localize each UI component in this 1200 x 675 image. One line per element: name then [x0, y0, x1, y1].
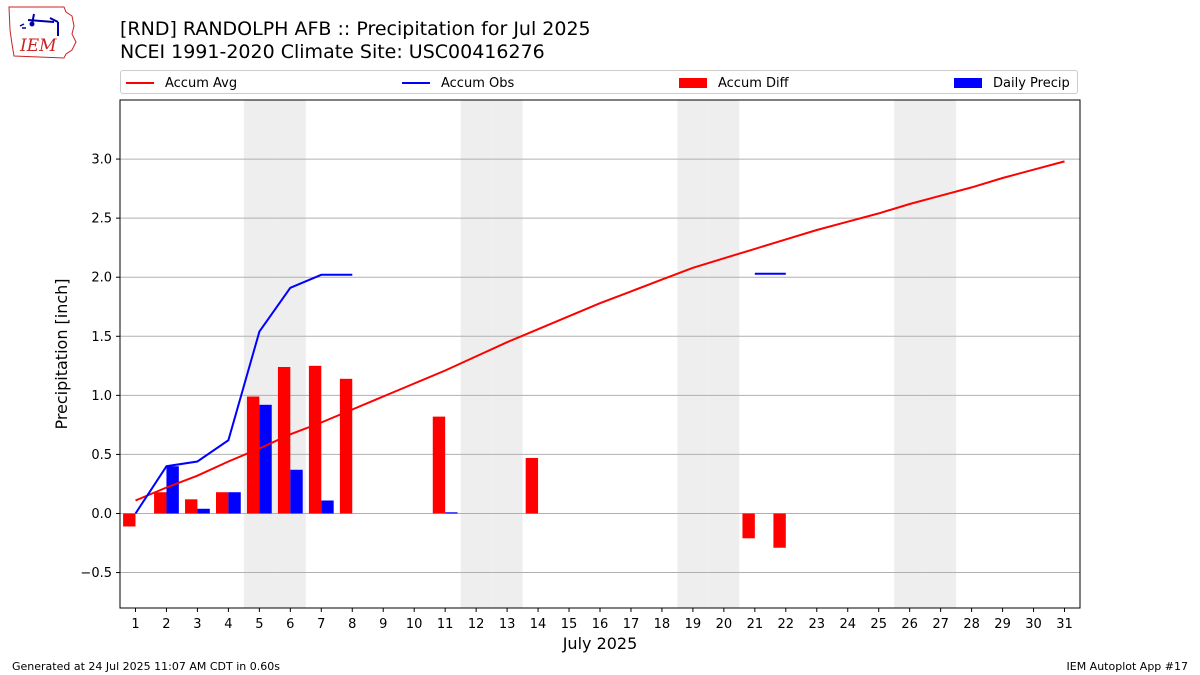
- diff-bar-day-8: [339, 378, 353, 514]
- x-tick-label-21: 21: [747, 617, 764, 632]
- chart-subtitle: NCEI 1991-2020 Climate Site: USC00416276: [120, 41, 545, 63]
- diff-bar-day-5: [246, 396, 260, 514]
- chart-title: [RND] RANDOLPH AFB :: Precipitation for …: [120, 18, 591, 40]
- x-tick-label-11: 11: [437, 617, 454, 632]
- legend-swatch-accum-obs: [402, 82, 430, 84]
- x-tick-label-18: 18: [654, 617, 671, 632]
- x-tick-label-4: 4: [224, 617, 232, 632]
- x-tick-label-15: 15: [561, 617, 578, 632]
- legend-label-accum-diff: Accum Diff: [718, 75, 789, 91]
- x-tick-label-19: 19: [685, 617, 702, 632]
- diff-bar-day-3: [185, 499, 198, 514]
- weekend-band-19: [677, 100, 709, 608]
- x-tick-label-10: 10: [406, 617, 423, 632]
- legend-item-accum-avg: Accum Avg: [126, 74, 237, 92]
- diff-bar-day-21: [742, 513, 755, 539]
- legend-label-accum-avg: Accum Avg: [165, 75, 238, 91]
- x-tick-label-26: 26: [901, 617, 918, 632]
- logo-text: IEM: [19, 36, 57, 56]
- daily-bar-day-2: [166, 466, 179, 514]
- diff-bar-day-1: [123, 513, 136, 527]
- diff-bar-day-11: [432, 416, 446, 514]
- x-tick-label-8: 8: [348, 617, 356, 632]
- y-tick-label-4: 1.5: [91, 330, 112, 345]
- x-tick-label-20: 20: [716, 617, 733, 632]
- legend-swatch-accum-avg: [126, 82, 154, 84]
- x-tick-label-23: 23: [809, 617, 826, 632]
- x-tick-label-22: 22: [778, 617, 795, 632]
- x-tick-label-16: 16: [592, 617, 609, 632]
- legend: Accum Avg Accum Obs Accum Diff Daily Pre…: [120, 70, 1078, 94]
- x-tick-label-28: 28: [963, 617, 980, 632]
- weekend-band-20: [708, 100, 740, 608]
- footer-generated: Generated at 24 Jul 2025 11:07 AM CDT in…: [12, 660, 280, 673]
- daily-bar-day-7: [321, 500, 334, 514]
- diff-bar-day-7: [308, 365, 322, 514]
- y-axis-label: Precipitation [inch]: [52, 278, 71, 429]
- daily-precip-bars: [166, 404, 458, 514]
- x-tick-label-24: 24: [839, 617, 856, 632]
- weekend-band-5: [243, 100, 275, 608]
- iem-logo: IEM: [6, 4, 82, 60]
- x-tick-label-25: 25: [870, 617, 887, 632]
- legend-item-accum-obs: Accum Obs: [402, 74, 514, 92]
- daily-bar-day-3: [197, 508, 210, 514]
- legend-swatch-accum-diff: [679, 78, 707, 88]
- y-tick-label-2: 0.5: [91, 448, 112, 463]
- x-tick-label-27: 27: [932, 617, 949, 632]
- x-tick-label-14: 14: [530, 617, 547, 632]
- diff-bar-day-14: [525, 457, 539, 514]
- daily-bar-day-11: [445, 512, 458, 514]
- weekend-band-12: [460, 100, 492, 608]
- x-tick-label-12: 12: [468, 617, 485, 632]
- y-axis-ticks: −0.5 0.0 0.5 1.0 1.5 2.0 2.5 3.0: [80, 153, 120, 581]
- x-tick-label-31: 31: [1056, 617, 1073, 632]
- weekend-band-13: [491, 100, 523, 608]
- x-tick-label-17: 17: [623, 617, 640, 632]
- legend-item-accum-diff: Accum Diff: [679, 74, 789, 92]
- x-tick-label-3: 3: [193, 617, 201, 632]
- x-tick-label-2: 2: [162, 617, 170, 632]
- x-tick-label-13: 13: [499, 617, 516, 632]
- legend-label-accum-obs: Accum Obs: [441, 75, 515, 91]
- x-tick-label-9: 9: [379, 617, 387, 632]
- weekend-band-27: [925, 100, 957, 608]
- diff-bar-day-4: [216, 492, 229, 514]
- x-axis-ticks: 1 2 3 4 5 6 7 8 9 10 11 12 13 14 15 16 17 18 19 20 21 22 23 24 2…: [131, 608, 1073, 632]
- diff-bar-day-6: [277, 366, 291, 514]
- y-tick-label-6: 2.5: [91, 212, 112, 227]
- y-tick-label-5: 2.0: [91, 271, 112, 286]
- legend-label-daily-precip: Daily Precip: [993, 75, 1070, 91]
- weekend-band-6: [274, 100, 306, 608]
- y-tick-label-7: 3.0: [91, 153, 112, 168]
- accum-avg-line: [135, 160, 1065, 502]
- x-tick-label-7: 7: [317, 617, 325, 632]
- diff-bar-day-22: [773, 513, 786, 548]
- daily-bar-day-6: [290, 469, 303, 514]
- y-tick-label-0: −0.5: [80, 566, 112, 581]
- accum-diff-bars: [123, 365, 786, 548]
- accum-lines: [134, 160, 1065, 515]
- x-tick-label-5: 5: [255, 617, 263, 632]
- diff-bar-day-2: [154, 492, 167, 514]
- y-tick-label-3: 1.0: [91, 389, 112, 404]
- daily-bar-day-4: [228, 492, 241, 514]
- x-axis-label: July 2025: [562, 634, 638, 653]
- legend-item-daily-precip: Daily Precip: [954, 74, 1070, 92]
- x-tick-label-29: 29: [994, 617, 1011, 632]
- legend-swatch-daily-precip: [954, 78, 982, 88]
- x-tick-label-1: 1: [131, 617, 139, 632]
- x-tick-label-30: 30: [1025, 617, 1042, 632]
- accum-obs-line-segment-1: [134, 273, 353, 515]
- weekend-band-26: [894, 100, 926, 608]
- footer-app: IEM Autoplot App #17: [1066, 660, 1189, 673]
- weekend-bands: [243, 100, 957, 608]
- daily-bar-day-5: [259, 404, 272, 514]
- y-tick-label-1: 0.0: [91, 507, 112, 522]
- x-tick-label-6: 6: [286, 617, 294, 632]
